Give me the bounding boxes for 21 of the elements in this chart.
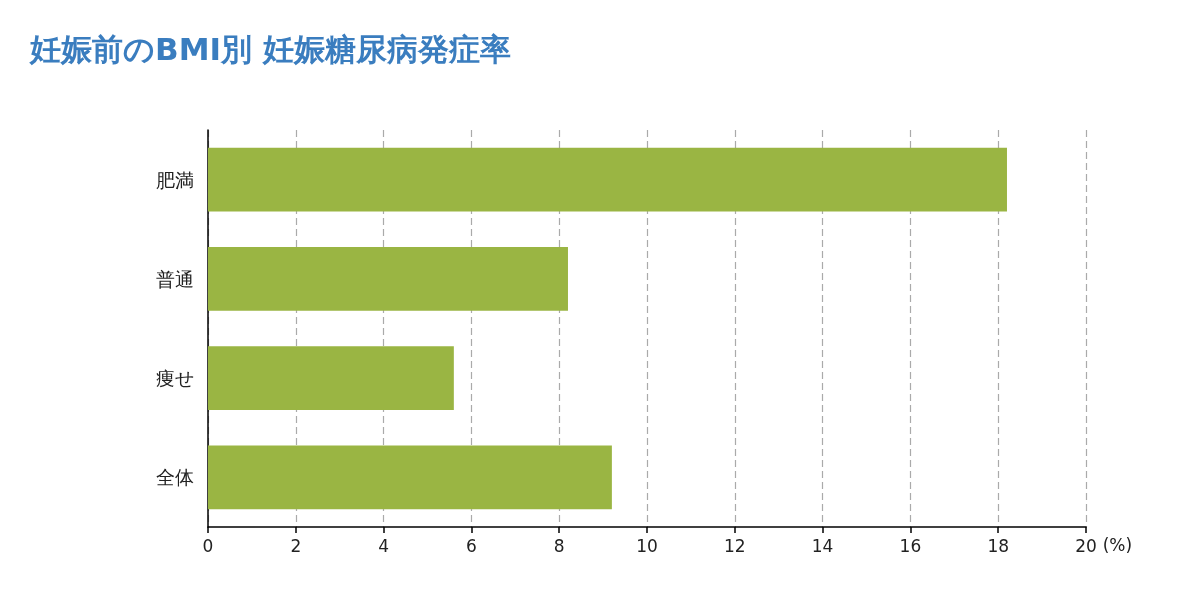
x-tick-label: 10 (636, 535, 658, 556)
y-tick-label: 普通 (156, 267, 194, 290)
y-tick-label: 全体 (156, 466, 194, 489)
x-tick-label: 12 (723, 535, 746, 556)
x-tick-label: 20 (1075, 535, 1097, 556)
chart-title: 妊娠前のBMI別 妊娠糖尿病発症率 (29, 30, 511, 67)
x-tick-label: 0 (202, 535, 214, 556)
x-tick-label: 8 (553, 535, 565, 556)
y-tick-label: 痩せ (156, 367, 194, 390)
x-tick-label: 4 (378, 535, 390, 556)
x-tick-label: 6 (465, 535, 477, 556)
bar (208, 346, 454, 410)
bar (208, 445, 612, 510)
x-tick-label: 16 (899, 535, 922, 556)
y-tick-label: 肥満 (156, 168, 194, 191)
bar (208, 147, 1007, 212)
x-tick-label: 2 (290, 535, 302, 556)
x-tick-label: 14 (811, 535, 834, 556)
x-axis-title: (%) (1102, 534, 1133, 555)
bar (208, 247, 568, 311)
x-tick-label: 18 (987, 535, 1010, 556)
